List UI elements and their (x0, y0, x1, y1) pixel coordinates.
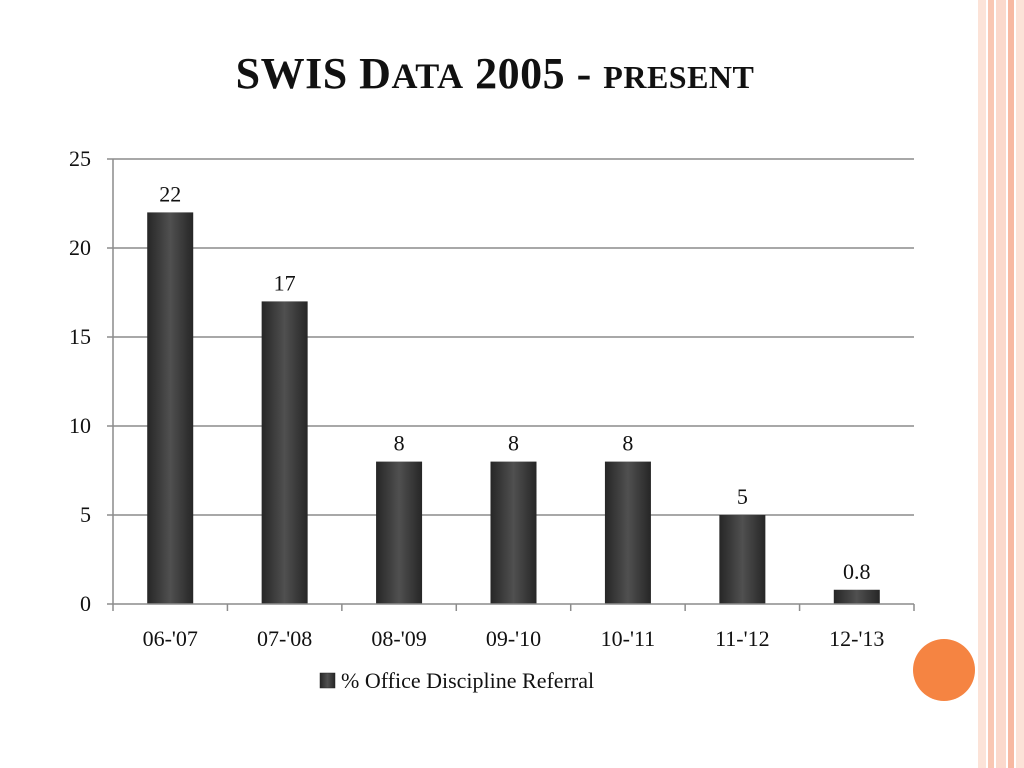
accent-circle (913, 639, 975, 701)
bar (604, 461, 651, 604)
slide-title: SWIS DATA 2005 - PRESENT (0, 48, 990, 99)
y-tick-label: 15 (69, 324, 91, 349)
y-tick-label: 25 (69, 146, 91, 171)
x-tick-label: 09-'10 (486, 626, 541, 651)
data-label: 8 (394, 431, 405, 456)
bar (376, 461, 423, 604)
x-tick-label: 10-'11 (601, 626, 655, 651)
x-tick-label: 11-'12 (715, 626, 769, 651)
data-label: 8 (622, 431, 633, 456)
x-tick-label: 07-'08 (257, 626, 312, 651)
legend-label: % Office Discipline Referral (341, 668, 594, 693)
decorative-stripe-4 (1008, 0, 1014, 768)
x-tick-label: 08-'09 (371, 626, 426, 651)
title-tail: PRESENT (603, 59, 755, 95)
legend-swatch (319, 672, 336, 689)
title-smallcaps: ATA (391, 56, 464, 96)
data-label: 17 (274, 270, 296, 295)
data-label: 5 (737, 484, 748, 509)
bar (261, 301, 308, 604)
legend: % Office Discipline Referral (319, 668, 594, 693)
bar (833, 589, 880, 604)
decorative-stripe-5 (1016, 0, 1024, 768)
bar (147, 212, 194, 604)
data-label: 8 (508, 431, 519, 456)
y-tick-label: 0 (80, 591, 91, 616)
bar (719, 515, 766, 604)
title-main: SWIS D (235, 49, 392, 98)
decorative-stripe-1 (978, 0, 986, 768)
x-tick-label: 12-'13 (829, 626, 884, 651)
data-label: 0.8 (843, 559, 871, 584)
bars (147, 212, 880, 604)
y-tick-label: 5 (80, 502, 91, 527)
data-label: 22 (159, 181, 181, 206)
x-tick-label: 06-'07 (143, 626, 198, 651)
title-mid: 2005 - (463, 49, 604, 98)
decorative-stripe-3 (996, 0, 1006, 768)
y-tick-label: 10 (69, 413, 91, 438)
bar (490, 461, 537, 604)
axes: 0 5 10 15 20 25 06-'07 07-'08 08-'09 09-'10 10-'11… (69, 146, 915, 651)
gridlines (113, 158, 914, 516)
y-tick-label: 20 (69, 235, 91, 260)
decorative-stripe-2 (988, 0, 994, 768)
data-labels: 22 17 8 8 8 5 0.8 (159, 181, 870, 583)
